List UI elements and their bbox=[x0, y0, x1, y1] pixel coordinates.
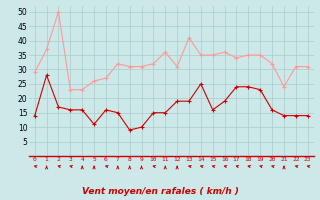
Text: Vent moyen/en rafales ( km/h ): Vent moyen/en rafales ( km/h ) bbox=[82, 187, 238, 196]
